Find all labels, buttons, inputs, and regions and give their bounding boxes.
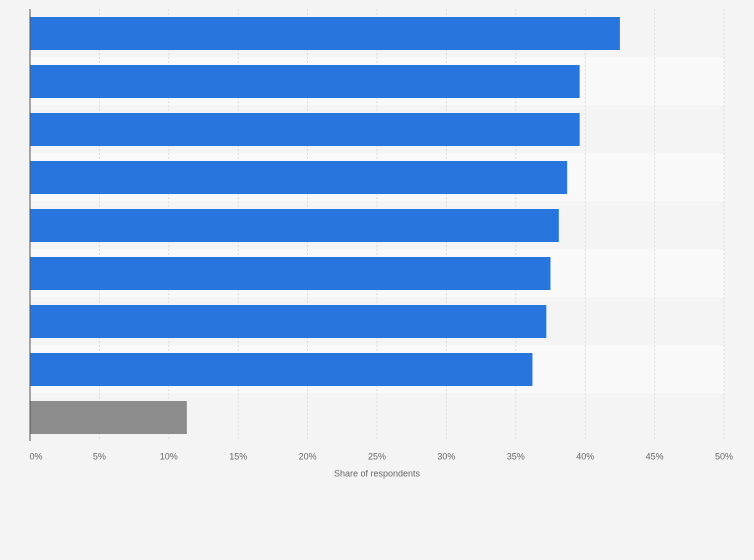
x-tick-label: 30%	[437, 451, 455, 461]
bar	[30, 401, 187, 434]
x-tick-label: 40%	[576, 451, 594, 461]
x-tick-label: 25%	[368, 451, 386, 461]
bar	[30, 17, 620, 50]
x-tick-label: 35%	[507, 451, 525, 461]
bar	[30, 305, 547, 338]
bar	[30, 209, 559, 242]
x-tick-label: 10%	[160, 451, 178, 461]
x-axis-label: Share of respondents	[334, 468, 421, 478]
x-tick-label: 5%	[93, 451, 106, 461]
bar	[30, 353, 533, 386]
bar	[30, 257, 551, 290]
x-tick-label: 15%	[229, 451, 247, 461]
x-tick-label: 20%	[299, 451, 317, 461]
x-tick-label: 0%	[29, 451, 42, 461]
bar	[30, 65, 580, 98]
bar	[30, 113, 580, 146]
x-tick-label: 50%	[715, 451, 733, 461]
bar	[30, 161, 568, 194]
x-tick-label: 45%	[646, 451, 664, 461]
